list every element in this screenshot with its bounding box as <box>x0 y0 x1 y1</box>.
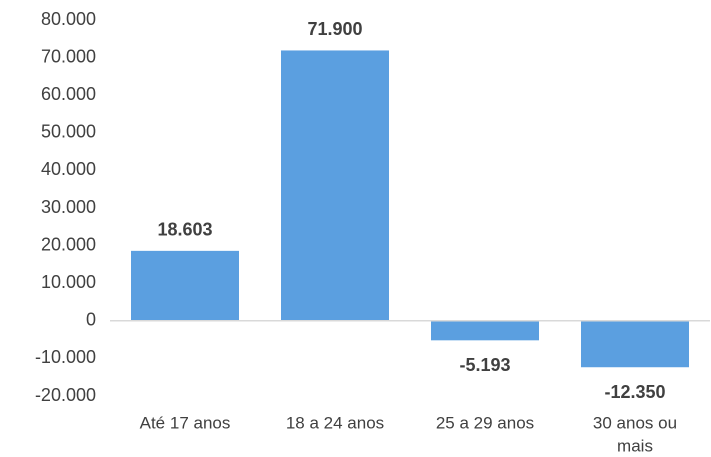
x-tick-label: 25 a 29 anos <box>436 413 534 432</box>
data-label: -12.350 <box>604 382 665 402</box>
y-tick-label: 60.000 <box>41 84 96 104</box>
y-tick-label: 30.000 <box>41 197 96 217</box>
bar <box>581 320 689 368</box>
y-tick-label: 80.000 <box>41 9 96 29</box>
y-axis-ticks: 80.000 70.000 60.000 50.000 40.000 30.000 20.0… <box>35 9 96 405</box>
data-label: 18.603 <box>157 220 212 240</box>
y-tick-label: 70.000 <box>41 46 96 66</box>
y-tick-label: -10.000 <box>35 347 96 367</box>
x-tick-label: mais <box>617 436 653 455</box>
bar <box>131 250 239 321</box>
y-tick-label: 50.000 <box>41 122 96 142</box>
x-tick-label: 18 a 24 anos <box>286 413 384 432</box>
y-tick-label: -20.000 <box>35 385 96 405</box>
x-tick-label: 30 anos ou <box>593 413 677 432</box>
data-labels: 18.603 71.900 -5.193 -12.350 <box>157 19 665 402</box>
y-tick-label: 20.000 <box>41 234 96 254</box>
data-label: -5.193 <box>459 355 510 375</box>
x-tick-label: Até 17 anos <box>140 413 231 432</box>
y-tick-label: 10.000 <box>41 272 96 292</box>
x-axis-labels: Até 17 anos 18 a 24 anos 25 a 29 anos 30 an… <box>140 413 677 455</box>
bars <box>131 50 689 368</box>
bar <box>281 50 389 321</box>
y-tick-label: 0 <box>86 310 96 330</box>
bar <box>431 320 539 341</box>
data-label: 71.900 <box>307 19 362 39</box>
y-tick-label: 40.000 <box>41 159 96 179</box>
